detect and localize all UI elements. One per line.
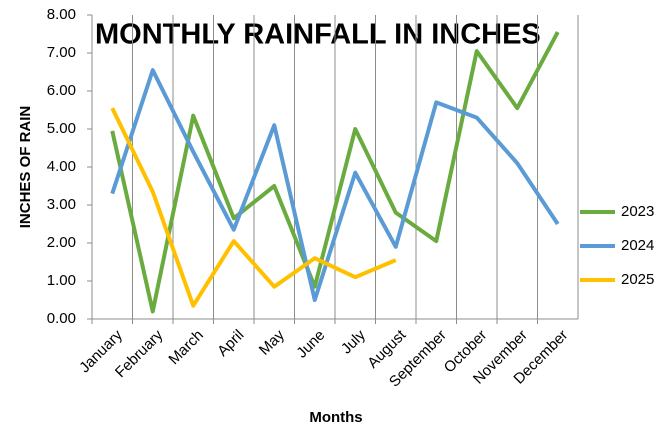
- x-tick-label: July: [338, 326, 369, 357]
- y-tick-label: 6.00: [47, 82, 76, 99]
- x-tick-label: June: [293, 327, 328, 362]
- x-tick-label: March: [165, 327, 206, 368]
- y-axis-label: INCHES OF RAIN: [17, 106, 34, 229]
- series-line: [110, 107, 397, 308]
- y-tick-label: 4.00: [47, 158, 76, 175]
- y-tick-label: 1.00: [47, 272, 76, 289]
- y-tick-label: 3.00: [47, 196, 76, 213]
- y-tick-label: 7.00: [47, 44, 76, 61]
- y-tick-label: 0.00: [47, 310, 76, 327]
- legend-label: 2023: [621, 203, 654, 220]
- series-line: [110, 68, 560, 302]
- x-tick-label: April: [214, 327, 247, 360]
- y-tick-label: 8.00: [47, 6, 76, 23]
- chart-title: MONTHLY RAINFALL IN INCHES: [95, 19, 541, 51]
- y-tick-label: 5.00: [47, 120, 76, 137]
- legend-label: 2025: [621, 271, 654, 288]
- legend-label: 2024: [621, 237, 654, 254]
- y-tick-label: 2.00: [47, 234, 76, 251]
- x-tick-label: May: [256, 326, 288, 358]
- series-line: [110, 31, 560, 314]
- x-axis-label: Months: [309, 409, 362, 426]
